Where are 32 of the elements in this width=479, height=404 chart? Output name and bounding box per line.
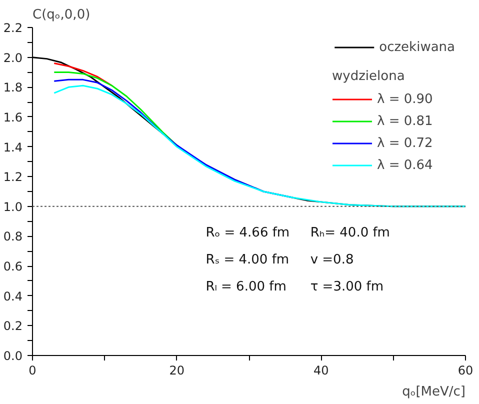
line-series [53, 84, 466, 208]
x-tick-label: 60 [458, 364, 474, 378]
y-tick-label: 1.2 [3, 170, 23, 184]
x-tick-label: 0 [28, 364, 36, 378]
y-tick-label: 0.0 [3, 349, 23, 363]
y-tick-label: 0.8 [3, 230, 23, 244]
y-tick-label: 1.6 [3, 110, 23, 124]
y-tick-label: 0.6 [3, 260, 23, 274]
annotation: Rₒ = 4.66 fm [206, 226, 290, 241]
y-tick-label: 2.2 [3, 21, 23, 35]
line-series [53, 71, 178, 146]
legend-label: λ = 0.64 [377, 158, 433, 172]
y-tick-label: 1.4 [3, 140, 23, 154]
x-axis-title: qₒ[MeV/c] [402, 384, 466, 400]
legend-label: λ = 0.72 [377, 136, 433, 150]
y-tick-label: 0.4 [3, 289, 23, 304]
annotation: τ =3.00 fm [310, 279, 384, 294]
y-tick-label: 1.8 [3, 80, 23, 95]
x-tick-label: 40 [314, 364, 329, 378]
annotation: Rₗ = 6.00 fm [206, 279, 286, 294]
legend-label: oczekiwana [379, 40, 455, 54]
legend-title: wydzielona [332, 69, 406, 84]
annotation: Rₛ = 4.00 fm [206, 252, 290, 268]
legend-label: λ = 0.81 [377, 114, 433, 128]
y-tick-label: 1.0 [3, 200, 23, 214]
annotation: Rₕ= 40.0 fm [310, 226, 390, 241]
y-tick-label: 2.0 [3, 50, 23, 65]
y-tick-label: 0.2 [3, 319, 23, 334]
x-tick-label: 20 [169, 364, 184, 378]
annotation: v =0.8 [310, 252, 354, 268]
y-axis-title: C(qₒ,0,0) [32, 8, 90, 22]
legend-label: λ = 0.90 [377, 92, 433, 106]
